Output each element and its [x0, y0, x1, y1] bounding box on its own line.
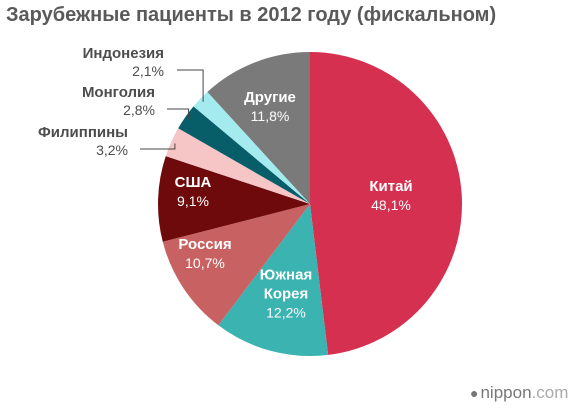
slice-label: Россия	[178, 236, 231, 253]
brand-prefix: nippon	[480, 383, 532, 402]
slice-label: Другие	[244, 89, 296, 106]
leader-line	[167, 108, 190, 120]
pie-slice	[162, 204, 310, 326]
slice-value-label: 2,1%	[132, 63, 164, 79]
pie-slice	[158, 156, 310, 242]
leader-line	[140, 143, 176, 150]
slice-value-label: 2,8%	[123, 102, 155, 118]
leader-line	[177, 69, 204, 102]
slice-label: Индонезия	[83, 45, 164, 62]
pie-slice	[165, 128, 310, 204]
pie-slice	[193, 91, 310, 204]
slice-label: Китай	[369, 178, 412, 195]
slice-label: Филиппины	[38, 124, 128, 141]
slice-value-label: 3,2%	[96, 142, 128, 158]
pie-slice	[218, 204, 329, 357]
slice-value-label: 48,1%	[371, 197, 411, 213]
slice-label: Монголия	[82, 84, 155, 101]
slice-value-label: 9,1%	[177, 193, 209, 209]
pie-slice	[310, 52, 463, 355]
brand-suffix: .com	[531, 383, 569, 402]
slice-label: Корея	[264, 286, 309, 303]
slice-value-label: 11,8%	[251, 108, 290, 124]
slice-value-label: 10,7%	[185, 255, 225, 271]
pie-slice	[207, 52, 310, 204]
brand-logo: ● nippon.com	[470, 383, 569, 402]
slice-label: Южная	[260, 267, 312, 284]
pie-slice	[178, 106, 310, 204]
slice-value-label: 12,2%	[266, 305, 306, 321]
chart-title: Зарубежные пациенты в 2012 году (фискаль…	[6, 4, 497, 26]
slice-label: США	[175, 174, 212, 191]
